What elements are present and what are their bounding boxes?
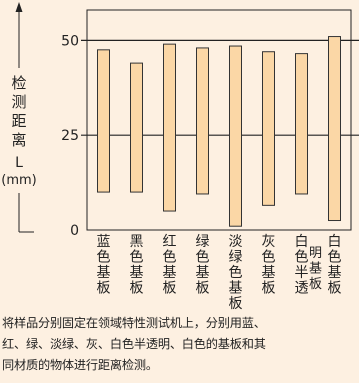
category-char: 板 xyxy=(262,281,276,297)
category-char: 基 xyxy=(196,264,210,281)
category-side-char: 明 xyxy=(309,246,322,261)
caption-line-1: 将样品分别固定在领域特性测试机上，分别用蓝、 xyxy=(2,316,266,330)
category-char: 板 xyxy=(229,296,243,310)
bar-5 xyxy=(262,51,275,206)
category-char: 黑 xyxy=(130,234,144,250)
bar-4 xyxy=(229,45,242,227)
y-tick-label: 50 xyxy=(61,33,79,49)
bar-3 xyxy=(196,47,209,195)
category-char: 色 xyxy=(328,249,342,266)
category-side-char: 基 xyxy=(309,262,322,277)
y-axis-label-symbol: L xyxy=(15,155,23,171)
category-char: 半 xyxy=(295,265,309,281)
category-char: 绿 xyxy=(196,234,210,250)
category-char: 基 xyxy=(262,264,276,281)
category-char: 基 xyxy=(328,264,342,281)
caption-line-2: 红、绿、淡绿、灰、白色半透明、白色的基板和其 xyxy=(2,337,266,351)
category-char: 基 xyxy=(130,264,144,281)
bar-6 xyxy=(295,53,308,195)
caption-line-3: 同材质的物体进行距离检测。 xyxy=(2,358,158,372)
bar-2 xyxy=(163,43,176,212)
category-char: 基 xyxy=(163,264,177,281)
category-char: 白 xyxy=(295,234,309,250)
bar-1 xyxy=(130,62,143,193)
category-char: 色 xyxy=(97,249,111,266)
y-axis-label-char: 检 xyxy=(11,74,26,92)
category-char: 板 xyxy=(328,281,342,297)
category-char: 色 xyxy=(262,249,276,266)
category-char: 板 xyxy=(163,281,177,297)
category-char: 色 xyxy=(163,249,177,266)
y-tick-label: 0 xyxy=(70,223,79,239)
y-axis-label-char: 离 xyxy=(11,131,26,149)
category-char: 基 xyxy=(229,280,243,297)
y-ticks: 0 25 50 xyxy=(61,33,79,239)
category-char: 色 xyxy=(295,249,309,266)
category-char: 透 xyxy=(295,281,309,297)
category-side-char: 板 xyxy=(309,277,322,292)
plot-frame xyxy=(86,9,352,231)
category-char: 红 xyxy=(163,234,177,250)
category-char: 色 xyxy=(130,249,144,266)
y-axis-label-char: 测 xyxy=(11,93,26,111)
y-axis-label-char: 距 xyxy=(11,112,26,130)
category-char: 灰 xyxy=(262,234,276,250)
category-char: 色 xyxy=(196,249,210,266)
bar-0 xyxy=(97,49,110,193)
category-char: 板 xyxy=(196,281,210,297)
bars xyxy=(97,36,341,227)
axis-arrow-head xyxy=(15,2,23,12)
category-char: 蓝 xyxy=(97,234,111,250)
category-char: 板 xyxy=(130,281,144,297)
category-char: 淡 xyxy=(229,234,243,250)
category-char: 色 xyxy=(229,264,243,281)
caption: 将样品分别固定在领域特性测试机上，分别用蓝、 红、绿、淡绿、灰、白色半透明、白色… xyxy=(2,313,358,376)
category-char: 基 xyxy=(97,264,111,281)
y-axis-label-unit: (mm) xyxy=(1,173,36,188)
category-label-6: 白色半透 明基板 xyxy=(295,234,323,297)
category-char: 板 xyxy=(97,281,111,297)
y-tick-label: 25 xyxy=(61,128,79,144)
bar-7 xyxy=(328,36,341,222)
category-char: 绿 xyxy=(229,250,243,266)
plot-area xyxy=(81,9,359,231)
category-char: 白 xyxy=(328,234,342,250)
